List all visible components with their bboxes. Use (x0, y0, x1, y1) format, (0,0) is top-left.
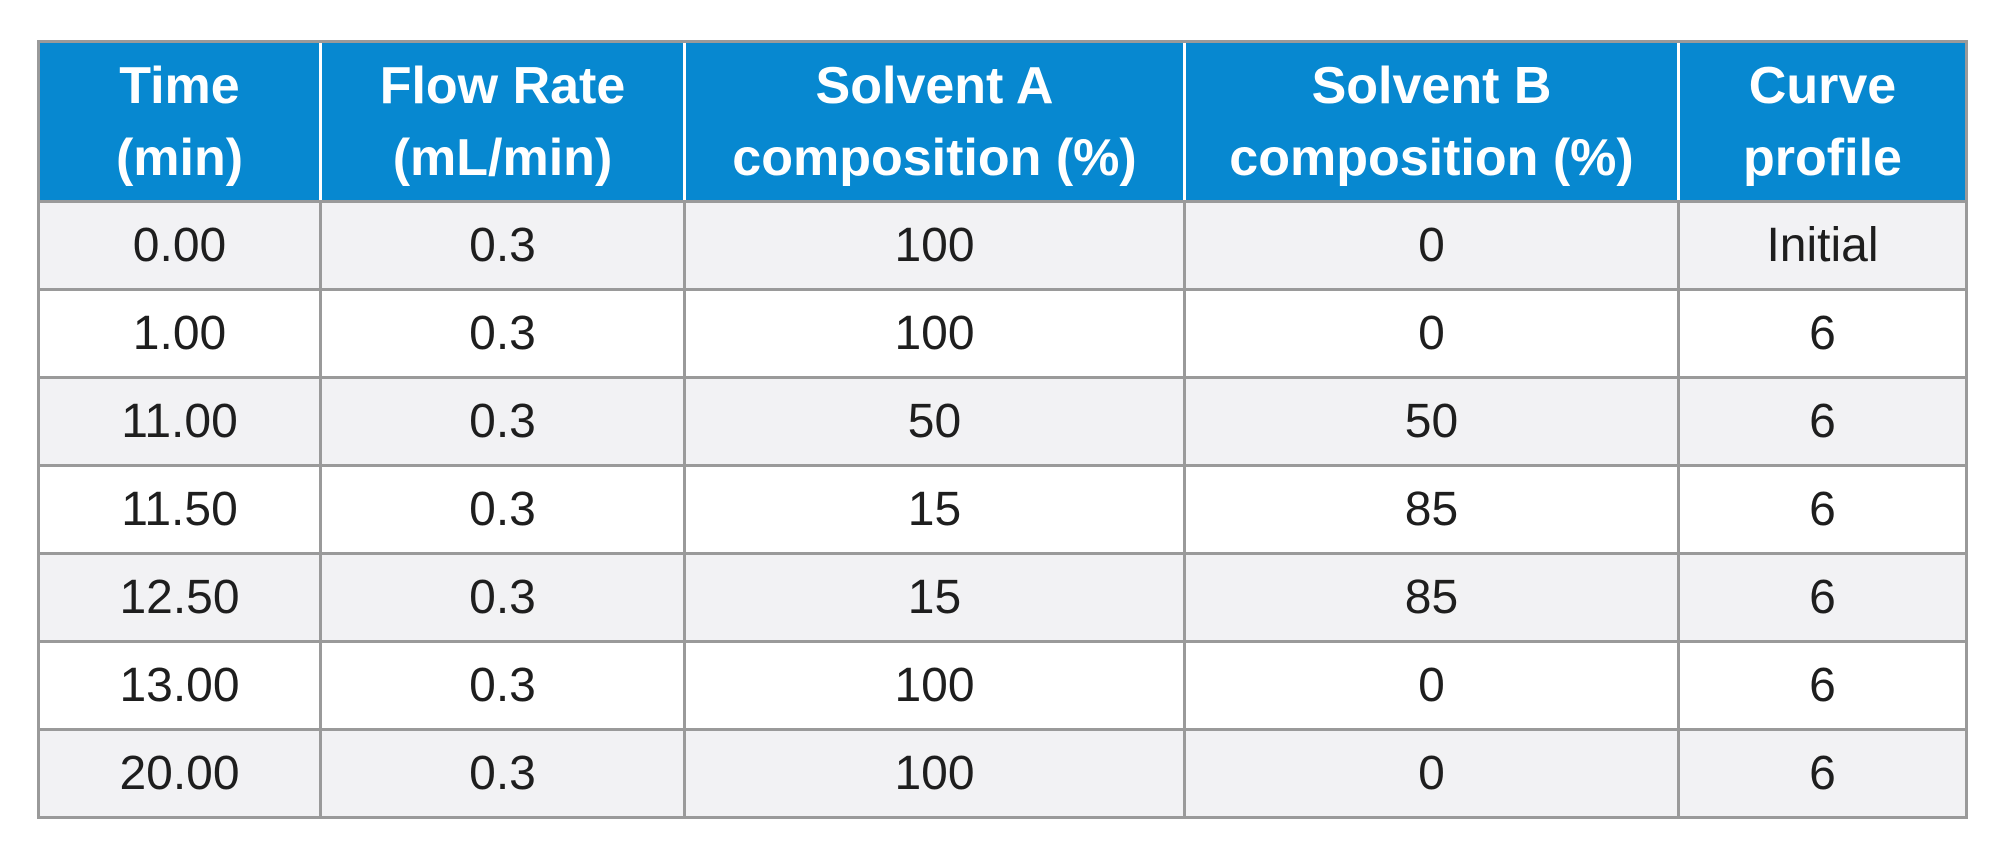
cell-time: 11.50 (37, 464, 322, 555)
table-row: 12.50 0.3 15 85 6 (37, 552, 1968, 643)
cell-flow-rate: 0.3 (319, 552, 686, 643)
cell-curve-profile: 6 (1677, 552, 1968, 643)
header-solvent-a: Solvent A composition (%) (683, 40, 1185, 203)
header-line: Solvent B (1311, 56, 1552, 115)
cell-solvent-b: 0 (1183, 200, 1680, 291)
cell-curve-profile: Initial (1677, 200, 1968, 291)
table-row: 0.00 0.3 100 0 Initial (37, 200, 1968, 291)
cell-curve-profile: 6 (1677, 288, 1968, 379)
cell-flow-rate: 0.3 (319, 728, 686, 819)
cell-time: 0.00 (37, 200, 322, 291)
header-line: (min) (115, 128, 244, 187)
cell-solvent-b: 85 (1183, 464, 1680, 555)
cell-curve-profile: 6 (1677, 464, 1968, 555)
cell-flow-rate: 0.3 (319, 376, 686, 467)
table-row: 11.50 0.3 15 85 6 (37, 464, 1968, 555)
cell-solvent-a: 100 (683, 640, 1186, 731)
cell-solvent-b: 85 (1183, 552, 1680, 643)
gradient-table: Time (min) Flow Rate (mL/min) Solvent A … (37, 40, 1968, 819)
cell-time: 20.00 (37, 728, 322, 819)
header-line: Time (119, 56, 240, 115)
cell-curve-profile: 6 (1677, 376, 1968, 467)
header-line: (mL/min) (392, 128, 613, 187)
cell-curve-profile: 6 (1677, 728, 1968, 819)
cell-curve-profile: 6 (1677, 640, 1968, 731)
cell-solvent-b: 0 (1183, 728, 1680, 819)
header-line: profile (1743, 128, 1902, 187)
cell-solvent-a: 100 (683, 288, 1186, 379)
table-body: 0.00 0.3 100 0 Initial 1.00 0.3 100 0 6 … (37, 200, 1968, 819)
cell-time: 13.00 (37, 640, 322, 731)
cell-solvent-a: 100 (683, 200, 1186, 291)
cell-solvent-a: 100 (683, 728, 1186, 819)
cell-time: 1.00 (37, 288, 322, 379)
header-curve-profile: Curve profile (1677, 40, 1968, 203)
header-flow-rate: Flow Rate (mL/min) (319, 40, 685, 203)
header-line: Curve (1748, 56, 1897, 115)
cell-solvent-b: 0 (1183, 288, 1680, 379)
cell-solvent-a: 15 (683, 464, 1186, 555)
header-line: composition (%) (732, 128, 1137, 187)
table-row: 20.00 0.3 100 0 6 (37, 728, 1968, 819)
header-line: composition (%) (1229, 128, 1634, 187)
cell-solvent-b: 0 (1183, 640, 1680, 731)
cell-flow-rate: 0.3 (319, 640, 686, 731)
cell-solvent-b: 50 (1183, 376, 1680, 467)
header-solvent-b: Solvent B composition (%) (1183, 40, 1679, 203)
table-row: 11.00 0.3 50 50 6 (37, 376, 1968, 467)
cell-flow-rate: 0.3 (319, 288, 686, 379)
cell-time: 12.50 (37, 552, 322, 643)
cell-solvent-a: 15 (683, 552, 1186, 643)
cell-flow-rate: 0.3 (319, 200, 686, 291)
table-header: Time (min) Flow Rate (mL/min) Solvent A … (37, 40, 1968, 203)
header-time: Time (min) (37, 40, 321, 203)
cell-flow-rate: 0.3 (319, 464, 686, 555)
header-line: Flow Rate (379, 56, 626, 115)
table-row: 1.00 0.3 100 0 6 (37, 288, 1968, 379)
table-row: 13.00 0.3 100 0 6 (37, 640, 1968, 731)
cell-time: 11.00 (37, 376, 322, 467)
cell-solvent-a: 50 (683, 376, 1186, 467)
header-row: Time (min) Flow Rate (mL/min) Solvent A … (37, 40, 1968, 203)
header-line: Solvent A (815, 56, 1054, 115)
